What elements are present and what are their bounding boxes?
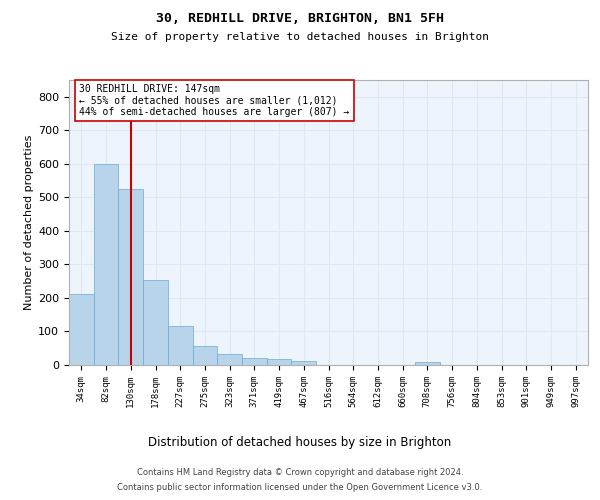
Bar bbox=[69, 294, 94, 365]
Bar bbox=[193, 346, 217, 365]
Text: Contains HM Land Registry data © Crown copyright and database right 2024.: Contains HM Land Registry data © Crown c… bbox=[137, 468, 463, 477]
Bar bbox=[242, 358, 267, 365]
Bar bbox=[217, 354, 242, 365]
Bar bbox=[168, 326, 193, 365]
Bar bbox=[292, 360, 316, 365]
Y-axis label: Number of detached properties: Number of detached properties bbox=[24, 135, 34, 310]
Bar bbox=[94, 164, 118, 365]
Bar bbox=[267, 359, 292, 365]
Bar bbox=[415, 362, 440, 365]
Text: Distribution of detached houses by size in Brighton: Distribution of detached houses by size … bbox=[148, 436, 452, 449]
Bar bbox=[143, 280, 168, 365]
Text: Contains public sector information licensed under the Open Government Licence v3: Contains public sector information licen… bbox=[118, 483, 482, 492]
Text: 30, REDHILL DRIVE, BRIGHTON, BN1 5FH: 30, REDHILL DRIVE, BRIGHTON, BN1 5FH bbox=[156, 12, 444, 26]
Bar bbox=[118, 189, 143, 365]
Text: Size of property relative to detached houses in Brighton: Size of property relative to detached ho… bbox=[111, 32, 489, 42]
Text: 30 REDHILL DRIVE: 147sqm
← 55% of detached houses are smaller (1,012)
44% of sem: 30 REDHILL DRIVE: 147sqm ← 55% of detach… bbox=[79, 84, 350, 117]
